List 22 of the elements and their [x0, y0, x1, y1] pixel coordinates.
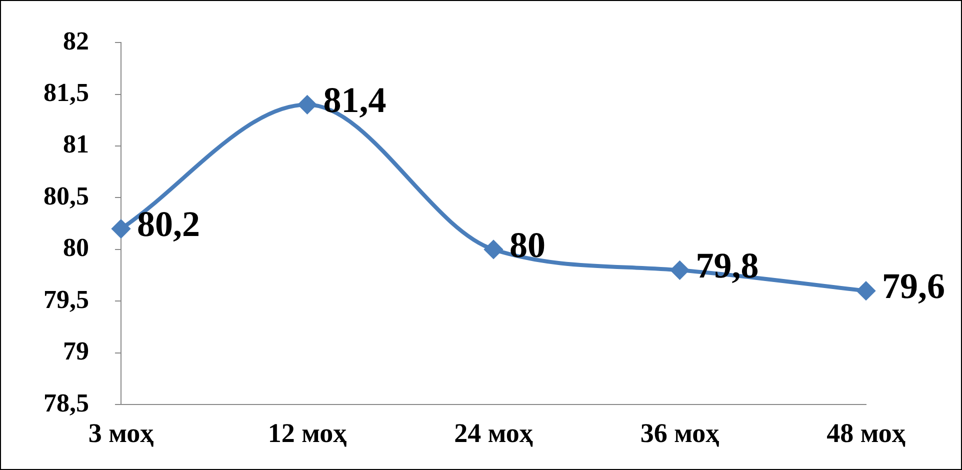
- y-tick-label: 80,5: [44, 181, 89, 210]
- x-tick-label: 48 моҳ: [826, 418, 906, 448]
- x-tick-label: 36 моҳ: [640, 418, 720, 448]
- y-tick-label: 81: [63, 130, 89, 159]
- y-tick-label: 81,5: [44, 78, 89, 108]
- x-tick-label: 12 моҳ: [268, 418, 348, 448]
- point: [857, 282, 875, 300]
- data-label: 80: [510, 224, 546, 265]
- data-label: 80,2: [137, 204, 200, 244]
- point: [484, 240, 502, 258]
- y-tick-label: 79,5: [44, 284, 89, 314]
- y-tick-label: 79: [63, 336, 89, 366]
- point: [670, 261, 689, 280]
- data-label: 79,6: [882, 266, 945, 306]
- point: [298, 96, 316, 114]
- x-tick-label: 3 моҳ: [88, 418, 154, 448]
- data-label: 81,4: [323, 80, 386, 120]
- y-tick-label: 78,5: [44, 388, 89, 418]
- y-tick-label: 80: [63, 233, 89, 262]
- y-tick-label: 82: [63, 26, 89, 56]
- point: [112, 220, 130, 238]
- x-tick-label: 24 моҳ: [454, 418, 534, 448]
